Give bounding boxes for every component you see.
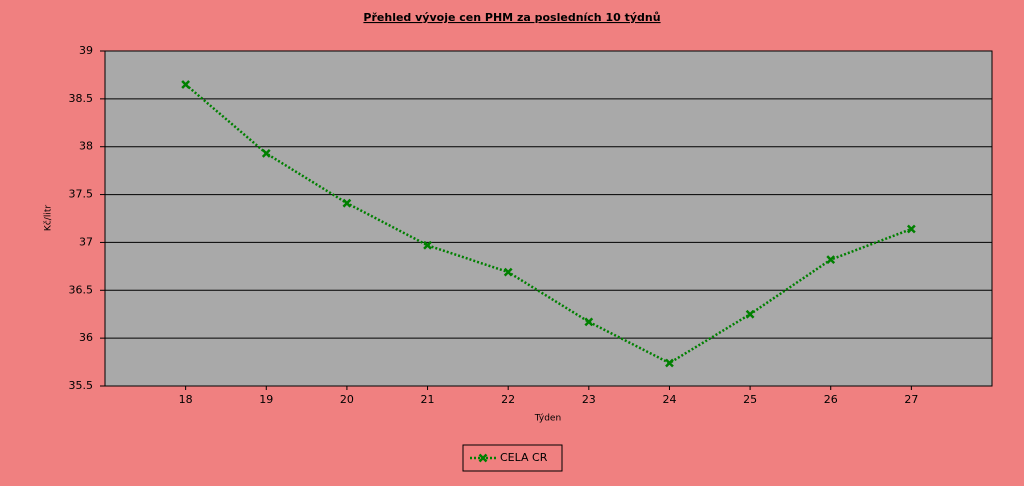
legend-label: CELA CR: [500, 451, 548, 464]
plot-area: [105, 51, 992, 386]
plot-border: [104, 50, 993, 387]
y-axis-label: Kč/litr: [43, 205, 54, 231]
y-tick-label: 36: [79, 331, 93, 344]
marker: [181, 80, 191, 89]
marker: [826, 255, 836, 265]
marker: [503, 267, 513, 277]
x-tick-label: 21: [421, 393, 435, 406]
marker: [584, 317, 594, 327]
marker: [342, 198, 352, 208]
y-tick-label: 37: [79, 235, 93, 248]
y-tick-label: 36.5: [69, 283, 94, 296]
legend-box: [462, 444, 563, 472]
x-tick-label: 19: [259, 393, 273, 406]
x-tick-label: 20: [340, 393, 354, 406]
marker: [478, 453, 488, 463]
series-line: [184, 83, 912, 365]
x-tick-label: 25: [743, 393, 757, 406]
x-tick-label: 26: [824, 393, 838, 406]
x-tick-label: 22: [501, 393, 515, 406]
y-tick-label: 38: [79, 140, 93, 153]
x-tick-label: 27: [904, 393, 918, 406]
x-axis-label: Týden: [534, 414, 561, 424]
y-tick-label: 38.5: [69, 92, 94, 105]
y-tick-label: 37.5: [69, 188, 94, 201]
marker: [906, 224, 916, 234]
chart-title: Přehled vývoje cen PHM za posledních 10 …: [363, 11, 660, 24]
marker: [261, 149, 271, 158]
x-tick-label: 23: [582, 393, 596, 406]
x-tick-label: 24: [662, 393, 676, 406]
y-tick-label: 35.5: [69, 379, 94, 392]
marker: [423, 240, 432, 250]
x-tick-label: 18: [179, 393, 193, 406]
y-tick-label: 39: [79, 44, 93, 57]
marker: [745, 309, 755, 319]
marker: [665, 358, 674, 368]
